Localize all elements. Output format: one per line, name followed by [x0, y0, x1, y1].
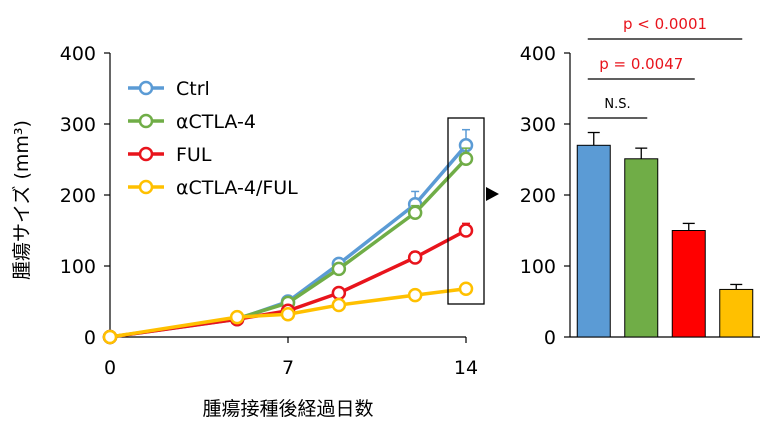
data-point	[407, 287, 423, 303]
legend-marker	[138, 179, 154, 195]
legend-label: Ctrl	[176, 78, 210, 100]
line-chart: 0 100 200 300 400 0 7 14 Ctrl αCTLA-4 FUL αCTLA-4/…	[11, 43, 499, 420]
significance-bracket: p < 0.0001	[587, 15, 743, 40]
data-point	[407, 250, 423, 265]
bar-chart-y-tick-label: 0	[544, 327, 556, 349]
line-chart-y-tick-label: 100	[60, 256, 96, 278]
significance-bracket: p = 0.0047	[587, 55, 695, 80]
legend-label: αCTLA-4/FUL	[176, 177, 298, 199]
bar	[624, 158, 659, 338]
line-chart-x-axis-title: 腫瘍接種後経過日数	[202, 398, 373, 420]
significance-label: N.S.	[604, 97, 630, 112]
bar-αCTLA-4/FUL	[719, 283, 754, 338]
line-chart-y-tick-label: 400	[60, 43, 96, 65]
line-chart-y-tick-label: 300	[60, 114, 96, 136]
bar-chart-y-tick-label: 400	[520, 43, 556, 65]
line-chart-y-axis-title: 腫瘍サイズ (mm³)	[11, 120, 33, 280]
legend-label: FUL	[176, 144, 212, 166]
series-line	[109, 286, 467, 339]
bar-chart-tick-labels: 0 100 200 300 400	[520, 43, 556, 349]
data-point	[102, 329, 118, 345]
data-point	[458, 151, 474, 167]
legend-marker	[138, 146, 154, 162]
significance-annotations: N.S. p = 0.0047 p < 0.0001	[587, 15, 743, 119]
series-FUL	[102, 222, 474, 345]
highlight-box	[447, 117, 485, 305]
line-chart-x-tick-label: 14	[454, 357, 478, 379]
legend-label: αCTLA-4	[176, 111, 256, 133]
line-chart-x-tick-label: 0	[104, 357, 116, 379]
series-line	[109, 228, 467, 339]
bar-chart-y-tick-label: 300	[520, 114, 556, 136]
bar-chart: 0 100 200 300 400 N.S. p = 0.0047 p < 0.0001	[520, 15, 760, 349]
line-chart-tick-labels: 0 100 200 300 400 0 7 14	[60, 43, 478, 379]
line-chart-axes	[104, 52, 467, 343]
line-chart-legend: Ctrl αCTLA-4 FUL αCTLA-4/FUL	[128, 78, 298, 199]
bar-chart-bars	[576, 131, 754, 338]
legend-marker	[138, 113, 154, 129]
data-point	[407, 205, 423, 220]
data-point	[458, 223, 474, 238]
significance-bracket: N.S.	[587, 97, 648, 119]
data-point	[331, 285, 347, 301]
data-point	[458, 281, 474, 296]
data-point	[229, 309, 245, 325]
line-chart-y-tick-label: 200	[60, 185, 96, 207]
bar-αCTLA-4	[624, 147, 659, 338]
bar-FUL	[671, 222, 706, 338]
pointer-arrow-icon	[486, 187, 499, 201]
bar-chart-y-tick-label: 200	[520, 185, 556, 207]
bar	[671, 230, 706, 338]
series-αCTLA-4/FUL	[102, 281, 474, 345]
legend-item: FUL	[128, 144, 212, 166]
bar	[576, 144, 611, 338]
significance-label: p < 0.0001	[623, 15, 707, 33]
legend-item: αCTLA-4/FUL	[128, 177, 298, 199]
legend-item: αCTLA-4	[128, 111, 256, 133]
data-point	[331, 261, 347, 277]
bar	[719, 288, 754, 338]
significance-label: p = 0.0047	[599, 55, 683, 73]
data-point	[331, 297, 347, 313]
data-point	[280, 307, 296, 322]
line-chart-y-tick-label: 0	[84, 327, 96, 349]
line-chart-x-tick-label: 7	[282, 357, 294, 379]
legend-marker	[138, 80, 154, 96]
bar-Ctrl	[576, 131, 611, 338]
line-chart-series	[102, 128, 474, 345]
legend-item: Ctrl	[128, 78, 210, 100]
bar-chart-y-tick-label: 100	[520, 256, 556, 278]
